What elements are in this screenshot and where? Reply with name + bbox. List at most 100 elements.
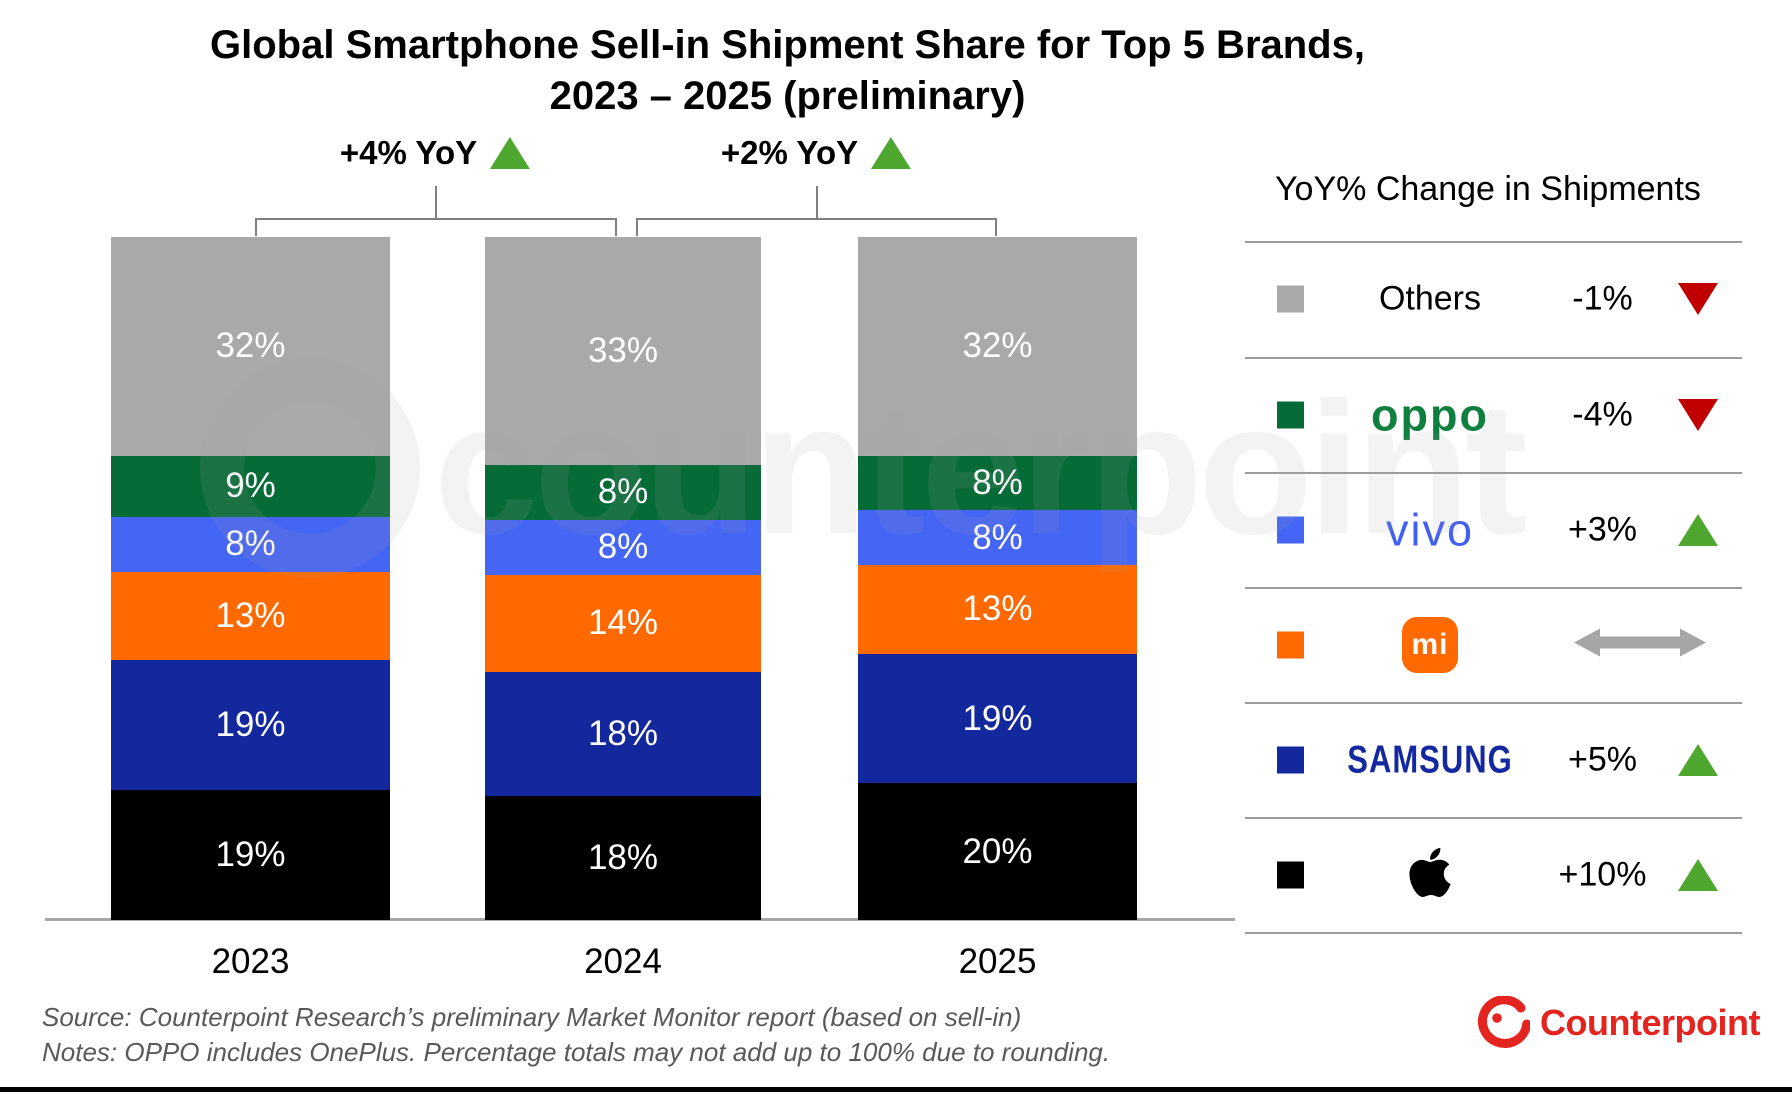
brand-logo-zone: SAMSUNG xyxy=(1305,737,1555,781)
flat-double-arrow-icon xyxy=(1572,625,1708,664)
bar-segment-oppo-2023: 9% xyxy=(111,455,390,518)
segment-value-label: 32% xyxy=(215,326,286,366)
vivo-logo: vivo xyxy=(1385,504,1475,555)
segment-value-label: 18% xyxy=(587,837,659,877)
counterpoint-logo-text: Counterpoint xyxy=(1540,1002,1760,1043)
down-triangle-icon xyxy=(1678,283,1718,315)
segment-value-label: 20% xyxy=(962,831,1033,871)
up-triangle-icon xyxy=(871,137,912,169)
bar-segment-xiaomi-2024: 14% xyxy=(485,575,761,672)
yoy-annotation-label: +2% YoY xyxy=(720,134,859,171)
legend-row-oppo: oppo -4% xyxy=(1245,357,1742,473)
yoy-change-value: -4% xyxy=(1572,395,1633,433)
segment-value-label: 19% xyxy=(962,698,1033,738)
bracket-line xyxy=(636,218,995,220)
bracket-line xyxy=(255,218,615,220)
up-triangle-icon xyxy=(490,137,531,169)
legend-divider-3 xyxy=(1245,587,1742,589)
legend-row-xiaomi: mi xyxy=(1245,587,1742,703)
legend-row-vivo: vivo +3% xyxy=(1245,472,1742,588)
legend-divider-1 xyxy=(1245,357,1742,359)
up-triangle-icon xyxy=(1678,858,1718,891)
segment-value-label: 19% xyxy=(215,835,286,875)
legend-row-samsung: SAMSUNG +5% xyxy=(1245,702,1742,818)
source-line: Source: Counterpoint Research’s prelimin… xyxy=(42,1002,1022,1032)
bar-segment-apple-2024: 18% xyxy=(485,795,761,920)
segment-value-label: 13% xyxy=(962,589,1033,629)
segment-value-label: 8% xyxy=(972,517,1023,557)
segment-value-label: 32% xyxy=(962,326,1033,366)
xiaomi-logo: mi xyxy=(1402,616,1458,673)
up-triangle-icon xyxy=(1678,743,1718,776)
x-axis-label-2025: 2025 xyxy=(958,942,1037,981)
bracket-stem xyxy=(435,186,437,218)
bar-segment-apple-2025: 20% xyxy=(858,783,1137,920)
bar-segment-samsung-2023: 19% xyxy=(111,660,390,791)
bar-segment-samsung-2025: 19% xyxy=(858,653,1137,784)
yoy-change-value: +3% xyxy=(1568,510,1637,548)
bar-segment-xiaomi-2025: 13% xyxy=(858,564,1137,654)
segment-value-label: 9% xyxy=(225,466,276,506)
oppo-logo: oppo xyxy=(1371,389,1489,440)
up-triangle-icon xyxy=(1678,513,1718,546)
segment-value-label: 18% xyxy=(587,713,659,753)
source-notes: Source: Counterpoint Research’s prelimin… xyxy=(42,1000,1110,1070)
yoy-annotation-label: +4% YoY xyxy=(339,134,478,171)
brand-logo-zone: Others xyxy=(1305,280,1555,319)
yoy-change-legend: YoY% Change in Shipments Others -1% oppo -4… xyxy=(1245,0,1755,960)
bar-segment-others-2024: 33% xyxy=(485,237,761,465)
legend-swatch-apple xyxy=(1277,861,1304,888)
apple-logo-icon xyxy=(1409,847,1451,897)
bar-segment-oppo-2024: 8% xyxy=(485,464,761,520)
bracket-stem xyxy=(816,186,818,218)
x-axis-label-2023: 2023 xyxy=(211,942,290,981)
legend-title: YoY% Change in Shipments xyxy=(1275,170,1701,208)
legend-swatch-others xyxy=(1277,285,1304,313)
segment-value-label: 8% xyxy=(225,524,276,564)
bar-segment-apple-2023: 19% xyxy=(111,790,390,920)
bar-segment-vivo-2023: 8% xyxy=(111,517,390,572)
legend-divider-0 xyxy=(1245,241,1742,243)
bracket-left-tick xyxy=(636,218,638,236)
counterpoint-logo-icon xyxy=(1477,996,1530,1048)
chart-title-line2: 2023 – 2025 (preliminary) xyxy=(549,74,1026,118)
triangle-glyph xyxy=(1678,858,1718,891)
brand-logo-zone: vivo xyxy=(1305,507,1555,552)
chart-title-line1: Global Smartphone Sell-in Shipment Share… xyxy=(210,23,1365,67)
segment-value-label: 8% xyxy=(972,462,1023,502)
yoy-change-value: +10% xyxy=(1558,855,1647,893)
segment-value-label: 8% xyxy=(597,527,649,567)
down-triangle-icon xyxy=(1678,398,1718,431)
legend-swatch-vivo xyxy=(1277,516,1304,543)
segment-value-label: 8% xyxy=(597,472,649,512)
others-label: Others xyxy=(1378,279,1482,318)
bracket-right-tick xyxy=(615,218,617,236)
bar-segment-samsung-2024: 18% xyxy=(485,671,761,796)
legend-divider-6 xyxy=(1245,932,1742,934)
bar-segment-oppo-2025: 8% xyxy=(858,455,1137,511)
samsung-logo: SAMSUNG xyxy=(1347,737,1513,781)
bar-segment-others-2025: 32% xyxy=(858,237,1137,456)
triangle-glyph xyxy=(1678,398,1718,431)
yoy-annotation-2024-2025: +2% YoY xyxy=(720,134,912,172)
x-axis-label-2024: 2024 xyxy=(584,942,662,981)
brand-logo-zone: oppo xyxy=(1305,392,1555,437)
yoy-change-value: +5% xyxy=(1568,740,1637,778)
segment-value-label: 33% xyxy=(587,330,659,370)
yoy-change-value: -1% xyxy=(1572,279,1633,318)
segment-value-label: 13% xyxy=(215,596,286,636)
yoy-annotation-2023-2024: +4% YoY xyxy=(339,134,531,172)
segment-value-label: 19% xyxy=(215,705,286,745)
bracket-right-tick xyxy=(995,218,997,236)
bar-segment-xiaomi-2023: 13% xyxy=(111,571,390,661)
legend-swatch-xiaomi xyxy=(1277,631,1304,658)
counterpoint-logo: Counterpoint xyxy=(1476,996,1760,1050)
legend-row-apple: +10% xyxy=(1245,817,1742,933)
triangle-glyph xyxy=(1678,743,1718,776)
triangle-glyph xyxy=(1678,283,1718,315)
bracket-left-tick xyxy=(255,218,257,236)
legend-divider-4 xyxy=(1245,702,1742,704)
bar-segment-vivo-2025: 8% xyxy=(858,510,1137,565)
legend-swatch-oppo xyxy=(1277,401,1304,428)
